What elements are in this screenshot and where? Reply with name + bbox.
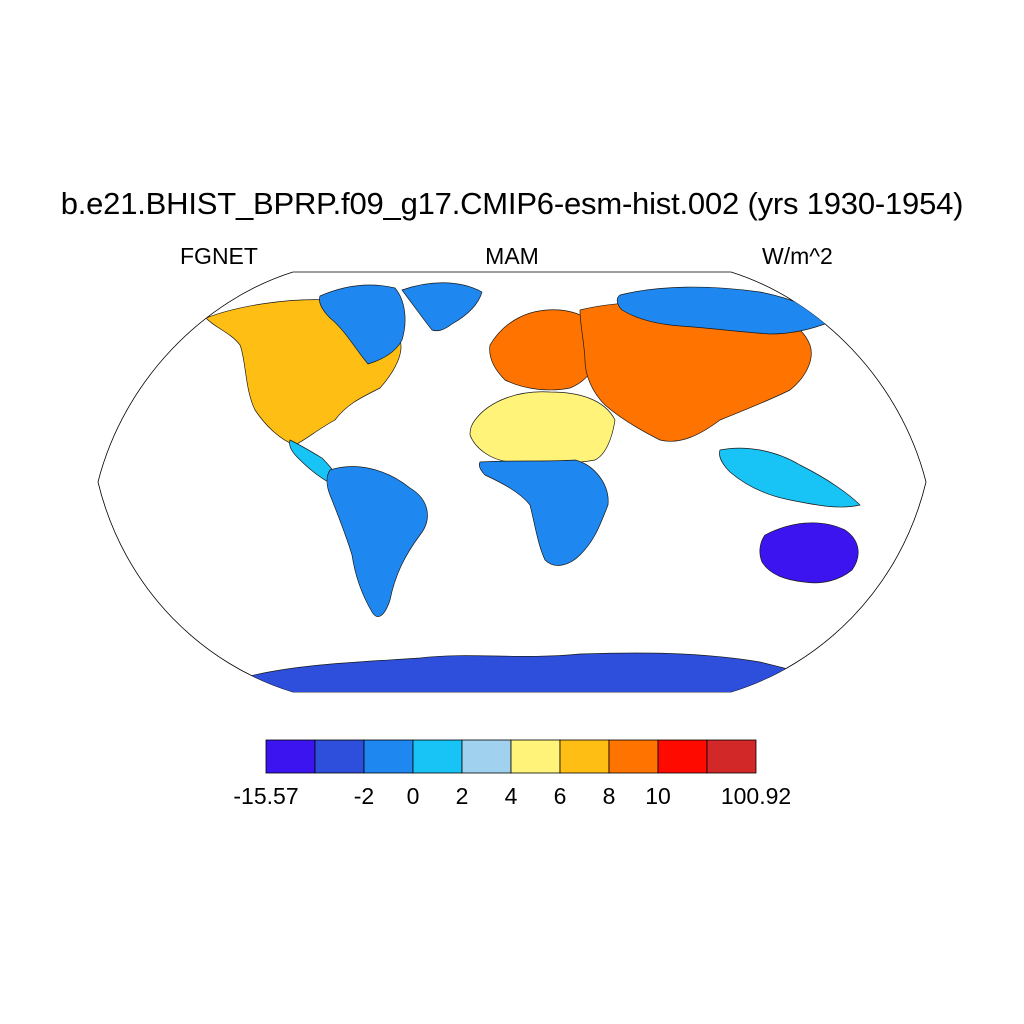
region-south-america (326, 466, 428, 617)
colorbar-box-4 (412, 739, 463, 774)
colorbar-label: -2 (353, 783, 375, 809)
colorbar-label: 6 (553, 783, 567, 809)
colorbar-box-1 (265, 739, 316, 774)
colorbar-box-9 (657, 739, 708, 774)
colorbar-box-5 (461, 739, 512, 774)
colorbar (265, 739, 757, 774)
colorbar-box-8 (608, 739, 659, 774)
colorbar-box-10 (706, 739, 757, 774)
colorbar-label-max: 100.92 (720, 783, 792, 809)
region-southeast-asia (719, 447, 861, 508)
colorbar-label: 4 (504, 783, 518, 809)
plot-title: b.e21.BHIST_BPRP.f09_g17.CMIP6-esm-hist.… (60, 186, 964, 221)
colorbar-box-7 (559, 739, 610, 774)
region-africa-south (478, 459, 609, 566)
colorbar-label-min: -15.57 (233, 783, 299, 809)
region-greenland (401, 282, 483, 332)
colorbar-box-2 (314, 739, 365, 774)
colorbar-label: 2 (455, 783, 469, 809)
region-australia (759, 522, 859, 584)
colorbar-box-6 (510, 739, 561, 774)
season-label: MAM (485, 243, 539, 269)
units-label: W/m^2 (762, 243, 833, 269)
variable-name: FGNET (180, 243, 258, 269)
region-antarctica (239, 652, 801, 692)
region-africa-north (469, 391, 616, 464)
colorbar-box-3 (363, 739, 414, 774)
region-siberia-north (616, 286, 831, 335)
colorbar-label: 0 (406, 783, 420, 809)
colorbar-label: 8 (602, 783, 616, 809)
region-east-canada-arctic (319, 284, 406, 365)
colorbar-label: 10 (645, 783, 671, 809)
